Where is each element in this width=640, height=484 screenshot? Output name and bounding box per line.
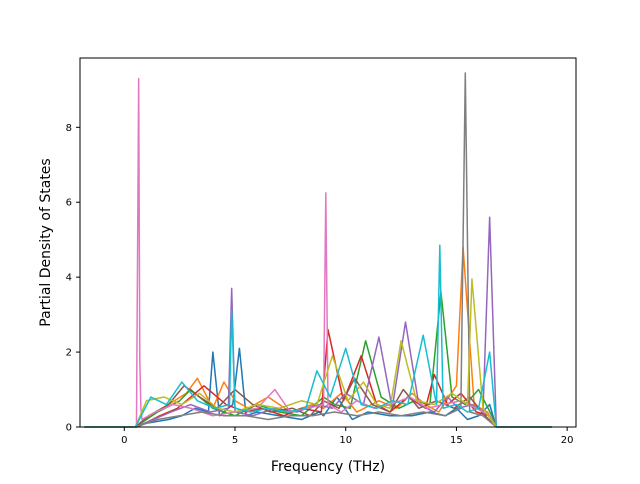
- series-line-3: [84, 291, 552, 428]
- series-line-8: [84, 72, 552, 428]
- y-tick-label: 0: [66, 423, 72, 434]
- x-axis-label: Frequency (THz): [271, 459, 385, 475]
- x-tick-label: 15: [450, 435, 463, 446]
- y-tick-label: 6: [66, 198, 72, 209]
- x-tick-label: 20: [561, 435, 574, 446]
- y-axis-label: Partial Density of States: [38, 158, 54, 326]
- x-tick-label: 0: [121, 435, 127, 446]
- y-axis-ticks: 0 2 4 6 8: [66, 123, 80, 434]
- y-tick-label: 8: [66, 123, 72, 134]
- series-layer: [84, 72, 552, 428]
- series-line-2: [84, 246, 552, 428]
- y-tick-label: 4: [66, 273, 72, 284]
- series-line-10: [84, 244, 552, 428]
- x-tick-label: 5: [232, 435, 238, 446]
- plot-frame: [79, 57, 577, 428]
- y-tick-label: 2: [66, 348, 72, 359]
- series-line-7: [84, 77, 552, 428]
- series-line-5: [84, 216, 552, 428]
- x-axis-ticks: 0 5 10 15 20: [121, 427, 574, 446]
- series-line-9: [84, 278, 552, 428]
- x-tick-label: 10: [339, 435, 352, 446]
